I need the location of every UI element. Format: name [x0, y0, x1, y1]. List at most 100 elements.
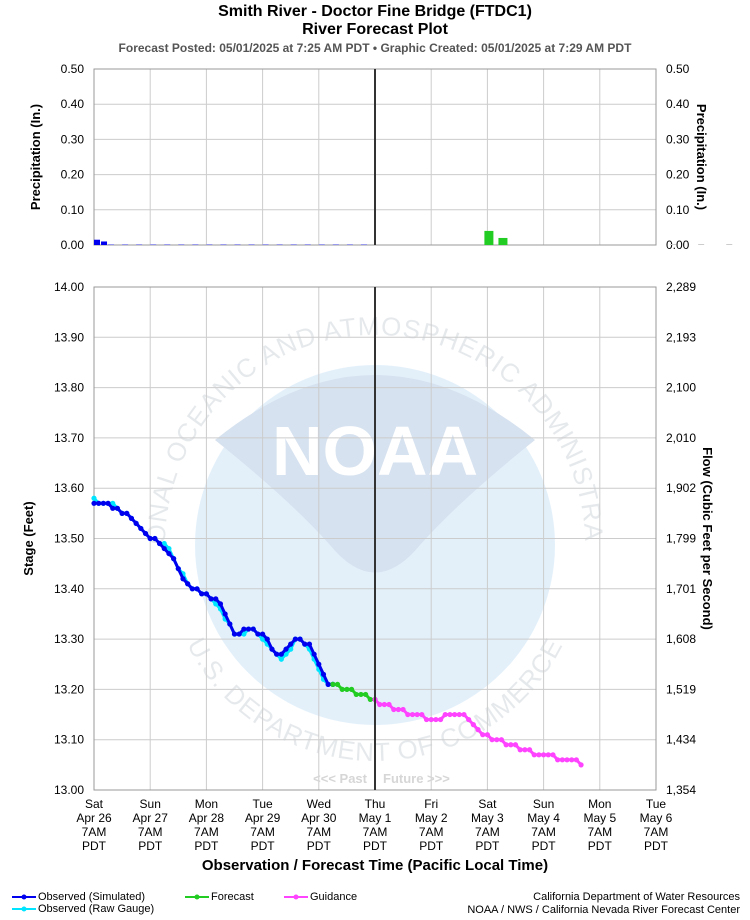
stage-y-tick: 13.20	[54, 682, 84, 696]
series-point-observed_sim	[222, 611, 228, 617]
series-point-observed_raw	[91, 495, 97, 501]
credit-cnrfc: NOAA / NWS / California Nevada River For…	[467, 904, 740, 916]
series-point-forecast	[353, 691, 359, 698]
series-point-observed_raw	[110, 500, 116, 506]
legend-marker-forecast	[185, 894, 209, 900]
precip-bar-observed	[101, 241, 108, 245]
series-point-observed_raw	[278, 656, 284, 662]
x-tick-label: May 5	[583, 811, 616, 825]
x-tick-label: PDT	[419, 839, 444, 853]
flow-y-tick: 1,902	[666, 481, 696, 495]
precip-y-tick-left: 0.50	[61, 62, 85, 76]
precip-y-tick-right: 0.20	[666, 168, 690, 182]
series-point-observed_sim	[175, 566, 181, 572]
series-point-observed_sim	[231, 631, 238, 637]
series-point-observed_sim	[264, 636, 270, 642]
flow-y-tick: 1,608	[666, 632, 696, 646]
series-point-observed_raw	[161, 540, 167, 547]
series-point-observed_raw	[283, 651, 289, 657]
series-point-observed_sim	[100, 500, 106, 506]
x-tick-label: 7AM	[531, 825, 556, 839]
series-point-observed_sim	[306, 641, 313, 647]
series-point-observed_sim	[292, 636, 298, 642]
legend-observed-raw: Observed (Raw Gauge)	[38, 903, 155, 915]
x-tick-label: PDT	[251, 839, 276, 853]
series-point-observed_sim	[142, 530, 149, 537]
stage-y-tick: 13.00	[54, 783, 84, 797]
stage-y-tick: 14.00	[54, 280, 84, 294]
series-point-observed_sim	[208, 596, 214, 602]
series-point-observed_sim	[180, 576, 186, 582]
stage-y-tick: 13.60	[54, 481, 84, 495]
series-point-observed_sim	[124, 510, 130, 516]
legend-forecast-label: Forecast	[211, 891, 254, 903]
series-point-observed_raw	[166, 545, 172, 552]
series-point-observed_sim	[110, 505, 116, 511]
x-tick-label: Sat	[478, 797, 497, 811]
series-point-forecast	[339, 686, 345, 693]
series-point-forecast	[334, 681, 341, 687]
series-point-observed_sim	[156, 540, 163, 547]
flow-y-tick: 1,799	[666, 532, 696, 546]
series-point-guidance	[559, 757, 565, 763]
series-point-guidance	[564, 757, 570, 763]
series-point-guidance	[573, 757, 579, 763]
precip-y-tick-right: 0.00	[666, 238, 690, 252]
series-point-guidance	[395, 706, 402, 713]
x-tick-label: PDT	[307, 839, 332, 853]
series-point-observed_raw	[213, 601, 219, 607]
precip-y-tick-left: 0.30	[61, 132, 85, 146]
flow-y-tick: 2,193	[666, 330, 696, 344]
x-tick-label: Sun	[140, 797, 161, 811]
series-point-guidance	[391, 706, 397, 713]
series-point-guidance	[437, 716, 444, 723]
series-point-guidance	[503, 742, 509, 748]
x-tick-label: PDT	[644, 839, 669, 853]
series-point-guidance	[555, 757, 561, 763]
series-point-observed_sim	[245, 626, 252, 632]
precip-y-tick-left: 0.10	[61, 203, 85, 217]
precip-y-tick-right: 0.30	[666, 132, 690, 146]
noaa-watermark: NOAA NATIONAL OCEANIC AND ATMOSPHERIC AD…	[0, 0, 608, 767]
series-point-forecast	[358, 691, 364, 698]
series-point-guidance	[522, 747, 528, 753]
x-tick-label: May 3	[471, 811, 504, 825]
x-tick-label: May 6	[640, 811, 673, 825]
past-label: <<< Past	[313, 771, 368, 786]
series-point-guidance	[400, 706, 406, 713]
x-tick-label: Apr 26	[76, 811, 112, 825]
x-tick-label: Mon	[588, 797, 611, 811]
series-point-observed_sim	[133, 520, 139, 527]
series-point-forecast	[367, 696, 373, 703]
series-point-guidance	[489, 737, 495, 743]
flow-y-tick: 1,701	[666, 582, 696, 596]
series-point-observed_sim	[152, 535, 158, 542]
legend-guidance-label: Guidance	[310, 891, 358, 903]
precip-ylabel-left: Precipitation (In.)	[28, 104, 43, 210]
stage-y-tick: 13.70	[54, 431, 84, 445]
series-point-guidance	[536, 752, 542, 758]
flow-y-tick: 2,289	[666, 280, 696, 294]
series-point-observed_raw	[288, 646, 294, 652]
precip-y-tick-right: 0.10	[666, 203, 690, 217]
series-point-observed_sim	[217, 601, 224, 607]
x-tick-label: 7AM	[82, 825, 107, 839]
chart-subtitle: River Forecast Plot	[302, 21, 448, 38]
series-point-observed_sim	[316, 661, 322, 667]
series-point-observed_sim	[105, 500, 111, 506]
series-line-forecast	[332, 682, 375, 701]
series-point-observed_sim	[119, 510, 125, 516]
x-tick-label: 7AM	[138, 825, 163, 839]
series-point-observed_sim	[255, 631, 261, 637]
series-point-guidance	[475, 727, 481, 733]
series-point-observed_sim	[302, 641, 308, 647]
flow-y-tick: 2,100	[666, 381, 696, 395]
series-point-observed_raw	[260, 636, 266, 642]
x-tick-label: Apr 29	[245, 811, 281, 825]
series-point-guidance	[456, 711, 462, 718]
series-point-observed_sim	[199, 591, 205, 597]
series-point-observed_sim	[138, 525, 144, 532]
precip-bar-forecast	[484, 230, 494, 245]
series-point-guidance	[517, 747, 523, 753]
